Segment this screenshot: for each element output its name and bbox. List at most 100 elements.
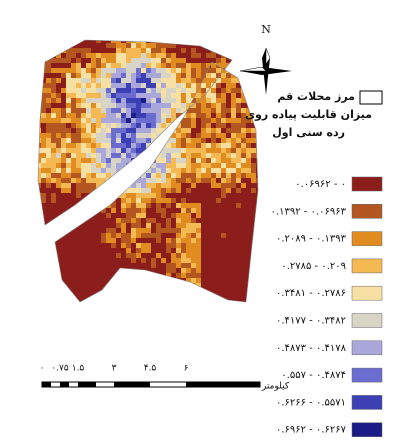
map-cell (256, 213, 258, 219)
map-cell (126, 93, 132, 99)
map-cell (36, 103, 41, 108)
map-cell (131, 213, 137, 219)
map-cell (171, 43, 177, 49)
map-cell (131, 138, 137, 144)
map-cell (101, 233, 107, 239)
map-cell (46, 40, 52, 44)
map-cell (166, 38, 171, 43)
map-cell (46, 208, 52, 214)
map-cell (161, 253, 167, 259)
map-cell (176, 253, 182, 259)
map-cell (116, 233, 122, 239)
map-cell (241, 133, 247, 139)
boundary (37, 39, 233, 226)
map-cell (56, 178, 62, 184)
map-cell (166, 40, 172, 44)
map-cell (36, 233, 41, 238)
map-cell (141, 40, 147, 44)
map-cell (241, 203, 247, 209)
map-cell (38, 73, 42, 79)
map-cell (251, 178, 257, 184)
map-cell (66, 218, 72, 224)
map-cell (191, 98, 197, 104)
map-cell (201, 143, 207, 149)
map-cell (191, 198, 197, 204)
map-cell (121, 253, 127, 259)
map-cell (231, 63, 232, 69)
map-cell (166, 93, 172, 99)
map-cell (126, 168, 132, 174)
map-cell (171, 163, 177, 169)
map-cell (86, 228, 92, 234)
map-cell (101, 98, 107, 104)
map-cell (206, 228, 212, 234)
map-cell (101, 40, 107, 44)
map-cell (251, 153, 257, 159)
map-cell (196, 268, 202, 274)
map-cell (221, 128, 227, 134)
map-cell (256, 243, 261, 248)
map-cell (126, 103, 132, 109)
map-cell (251, 158, 257, 164)
map-cell (206, 303, 211, 308)
map-cell (86, 248, 92, 254)
map-cell (81, 108, 87, 114)
map-cell (131, 83, 137, 89)
map-cell (71, 303, 76, 308)
map-cell (166, 288, 172, 294)
map-cell (206, 143, 212, 149)
map-cell (166, 243, 172, 249)
map-cell (56, 273, 62, 279)
map-cell (111, 278, 116, 283)
map-cell (201, 163, 207, 169)
map-cell (221, 218, 227, 224)
map-cell (216, 118, 222, 124)
map-cell (76, 43, 82, 49)
map-cell (91, 58, 97, 64)
map-cell (36, 273, 41, 278)
map-cell (181, 273, 187, 279)
map-cell (56, 223, 62, 225)
map-cell (71, 98, 77, 104)
map-cell (56, 248, 62, 254)
map-cell (41, 248, 46, 253)
map-cell (236, 53, 241, 58)
map-cell (96, 163, 102, 169)
map-cell (176, 213, 182, 219)
map-cell (256, 263, 258, 269)
map-cell (56, 193, 62, 199)
map-cell (101, 48, 107, 54)
map-cell (86, 98, 92, 104)
map-cell (151, 153, 157, 159)
map-cell (36, 198, 41, 203)
map-cell (126, 43, 132, 49)
map-cell (61, 288, 66, 293)
map-cell (106, 293, 112, 299)
map-cell (236, 48, 241, 53)
map-cell (116, 278, 121, 283)
map-cell (201, 198, 207, 204)
map-cell (251, 298, 256, 303)
map-cell (91, 258, 97, 264)
map-cell (226, 98, 232, 104)
map-cell (136, 73, 142, 79)
map-cell (136, 88, 142, 94)
map-cell (41, 288, 46, 293)
map-cell (106, 303, 111, 308)
map-cell (226, 133, 232, 139)
map-cell (166, 193, 172, 199)
map-cell (216, 168, 222, 174)
map-cell (171, 303, 176, 308)
map-cell (251, 93, 257, 99)
map-cell (131, 68, 137, 74)
map-cell (36, 238, 41, 243)
map-cell (51, 118, 57, 124)
map-cell (71, 198, 77, 204)
map-cell (131, 293, 137, 299)
map-cell (246, 93, 252, 99)
map-cell (71, 103, 77, 109)
map-cell (86, 238, 92, 244)
map-cell (226, 238, 232, 244)
map-cell (166, 153, 172, 159)
map-cell (236, 63, 242, 69)
